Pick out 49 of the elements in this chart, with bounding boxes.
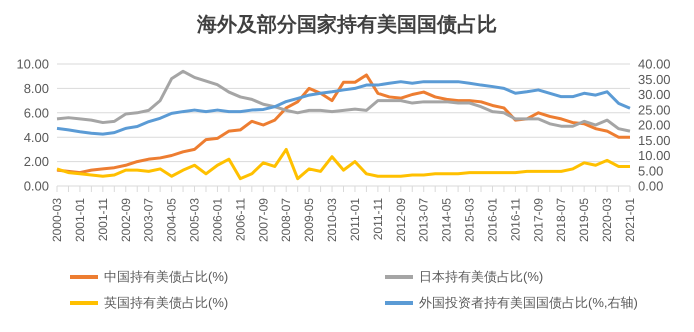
legend-label: 中国持有美债占比(%) [104, 268, 228, 286]
x-tick-label: 2013-07 [416, 198, 431, 242]
x-tick-label: 2000-03 [50, 198, 64, 242]
line-series [56, 80, 632, 136]
line-series [56, 148, 632, 180]
x-tick-label: 2019-05 [577, 198, 592, 242]
y2-tick-label: 35.00 [638, 72, 671, 87]
y2-tick-label: 30.00 [638, 87, 671, 102]
y2-tick-label: 0.00 [638, 178, 664, 194]
y2-tick-label: 15.00 [638, 132, 671, 148]
x-tick-label: 2014-05 [440, 198, 454, 242]
x-tick-label: 2009-05 [302, 198, 316, 242]
x-tick-label: 2004-05 [164, 198, 179, 242]
x-tick-label: 2012-09 [394, 198, 408, 242]
x-tick-label: 2015-03 [462, 198, 477, 242]
x-tick-label: 2021-01 [623, 198, 637, 242]
y-tick-label: 10.00 [16, 56, 49, 72]
y-tick-label: 0.00 [24, 178, 49, 194]
y2-tick-label: 40.00 [638, 56, 671, 72]
y2-tick-label: 10.00 [638, 148, 671, 164]
x-tick-label: 2006-01 [210, 198, 224, 242]
chart-title: 海外及部分国家持有美国国债占比 [196, 12, 498, 38]
y-tick-label: 2.00 [24, 154, 49, 170]
x-tick-label: 2016-11 [508, 198, 522, 242]
x-tick-label: 2017-09 [531, 198, 546, 242]
x-tick-label: 2018-07 [554, 198, 568, 242]
x-tick-label: 2001-01 [72, 198, 87, 242]
x-tick-label: 2002-09 [118, 198, 133, 242]
x-tick-label: 2011-01 [348, 198, 362, 242]
y-tick-label: 8.00 [24, 81, 49, 96]
y-tick-label: 6.00 [24, 105, 49, 120]
legend-label: 外国投资者持有美国国债占比(%,右轴) [419, 294, 638, 312]
x-tick-label: 2020-03 [600, 198, 614, 242]
legend-label: 英国持有美债占比(%) [104, 294, 228, 312]
y2-tick-label: 25.00 [638, 102, 671, 118]
x-tick-label: 2006-11 [233, 198, 248, 242]
x-tick-label: 2007-09 [256, 198, 270, 242]
x-tick-label: 2011-11 [370, 198, 385, 240]
x-tick-label: 2010-03 [325, 198, 340, 242]
x-tick-label: 2003-07 [142, 198, 156, 242]
line-series [56, 70, 632, 133]
x-tick-label: 2016-01 [485, 198, 500, 242]
legend-label: 日本持有美债占比(%) [419, 268, 544, 286]
y2-tick-label: 5.00 [638, 163, 664, 178]
x-tick-label: 2008-07 [279, 198, 294, 242]
y-tick-label: 4.00 [24, 130, 49, 145]
x-tick-label: 2005-03 [188, 198, 202, 242]
y2-tick-label: 20.00 [638, 118, 671, 133]
x-tick-label: 2001-11 [96, 198, 110, 242]
